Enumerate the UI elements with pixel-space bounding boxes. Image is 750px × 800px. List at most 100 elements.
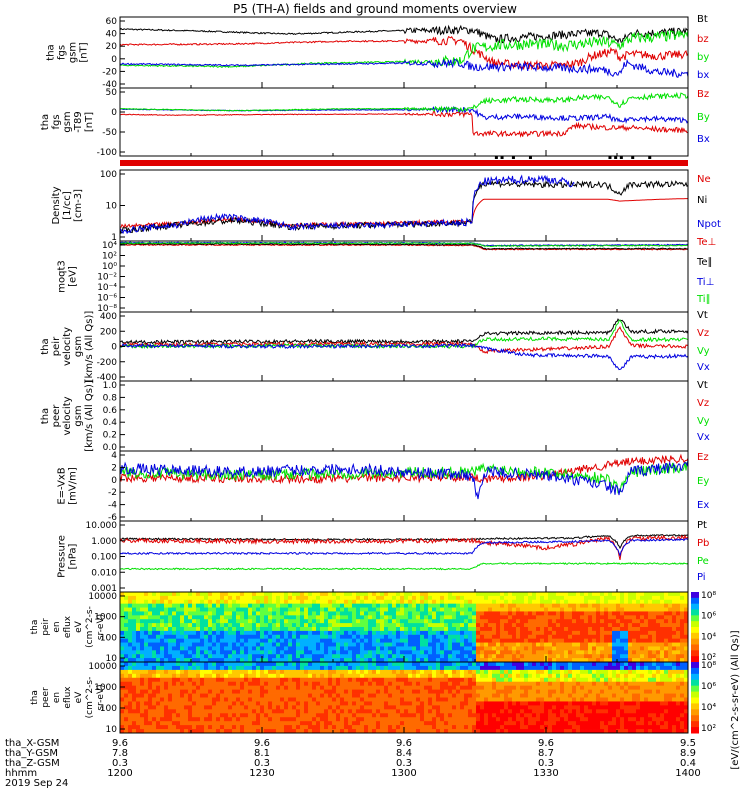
spectrogram-cell (584, 693, 589, 698)
spectrogram-cell (660, 634, 665, 640)
spectrogram-cell (196, 665, 201, 671)
spectrogram-cell (400, 630, 405, 636)
spectrogram-cell (136, 630, 141, 636)
spectrogram-cell (672, 592, 677, 597)
spectrogram-cell (580, 662, 585, 667)
spectrogram-cell (412, 721, 417, 726)
spectrogram-cell (648, 603, 653, 608)
spectrogram-cell (328, 634, 333, 640)
spectrogram-cell (476, 693, 481, 698)
spectrogram-cell (284, 642, 289, 647)
spectrogram-cell (376, 603, 381, 608)
spectrogram-cell (440, 592, 445, 597)
spectrogram-cell (188, 705, 193, 710)
spectrogram-cell (200, 685, 205, 691)
spectrogram-cell (156, 669, 161, 675)
spectrogram-cell (600, 658, 605, 663)
spectrogram-cell (336, 717, 341, 722)
spectrogram-cell (528, 603, 533, 608)
spectrogram-cell (328, 729, 333, 734)
spectrogram-cell (640, 627, 645, 632)
spectrogram-cell (456, 662, 461, 667)
spectrogram-cell (660, 650, 665, 655)
spectrogram-cell (672, 599, 677, 605)
spectrogram-cell (604, 619, 609, 624)
spectrogram-cell (320, 642, 325, 647)
spectrogram-cell (252, 634, 257, 640)
spectrogram-cell (584, 669, 589, 675)
spectrogram-cell (496, 729, 501, 734)
spectrogram-cell (268, 603, 273, 608)
spectrogram-cell (124, 705, 129, 710)
spectrogram-cell (128, 623, 133, 628)
spectrogram-cell (356, 634, 361, 640)
spectrogram-cell (220, 646, 225, 651)
spectrogram-cell (264, 665, 269, 671)
spectrogram-cell (296, 662, 301, 667)
spectrogram-cell (328, 717, 333, 722)
spectrogram-cell (416, 721, 421, 726)
spectrogram-cell (216, 717, 221, 722)
spectrogram-cell (536, 665, 541, 671)
spectrogram-cell (336, 619, 341, 624)
spectrogram-cell (440, 595, 445, 601)
spectrogram-cell (356, 615, 361, 620)
spectrogram-cell (440, 630, 445, 636)
y-axis-label-line: (cm^2-s- (85, 606, 95, 648)
spectrogram-cell (172, 697, 177, 702)
spectrogram-cell (352, 705, 357, 710)
spectrogram-cell (504, 701, 509, 706)
spectrogram-cell (216, 623, 221, 628)
spectrogram-cell (620, 642, 625, 647)
spectrogram-cell (564, 599, 569, 605)
spectrogram-cell (296, 697, 301, 702)
spectrogram-cell (612, 634, 617, 640)
spectrogram-cell (384, 713, 389, 718)
spectrogram-cell (496, 677, 501, 683)
spectrogram-cell (244, 623, 249, 628)
spectrogram-cell (348, 705, 353, 710)
spectrogram-cell (560, 681, 565, 687)
spectrogram-cell (296, 646, 301, 651)
spectrogram-cell (372, 701, 377, 706)
spectrogram-cell (328, 658, 333, 663)
spectrogram-cell (644, 619, 649, 624)
spectrogram-cell (500, 669, 505, 675)
spectrogram-cell (588, 650, 593, 655)
spectrogram-cell (372, 607, 377, 612)
spectrogram-cell (296, 693, 301, 698)
spectrogram-cell (556, 642, 561, 647)
spectrogram-cell (420, 627, 425, 632)
spectrogram-cell (532, 729, 537, 734)
spectrogram-cell (276, 650, 281, 655)
spectrogram-cell (252, 677, 257, 683)
spectrogram-cell (620, 595, 625, 601)
spectrogram-cell (352, 677, 357, 683)
spectrogram-cell (468, 721, 473, 726)
spectrogram-cell (432, 638, 437, 643)
spectrogram-cell (488, 634, 493, 640)
spectrogram-cell (428, 709, 433, 714)
spectrogram-cell (436, 627, 441, 632)
spectrogram-cell (676, 623, 681, 628)
y-axis-label-line: [nT] (84, 112, 95, 132)
spectrogram-cell (356, 650, 361, 655)
spectrogram-cell (472, 599, 477, 605)
spectrogram-cell (152, 623, 157, 628)
spectrogram-cell (572, 677, 577, 683)
spectrogram-cell (304, 705, 309, 710)
spectrogram-cell (412, 627, 417, 632)
spectrogram-cell (284, 603, 289, 608)
spectrogram-cell (608, 638, 613, 643)
spectrogram-cell (568, 611, 573, 616)
spectrogram-cell (552, 697, 557, 702)
spectrogram-cell (560, 662, 565, 667)
spectrogram-cell (560, 630, 565, 636)
spectrogram-cell (276, 717, 281, 722)
spectrogram-cell (304, 630, 309, 636)
spectrogram-cell (352, 729, 357, 734)
spectrogram-cell (356, 717, 361, 722)
spectrogram-cell (472, 650, 477, 655)
